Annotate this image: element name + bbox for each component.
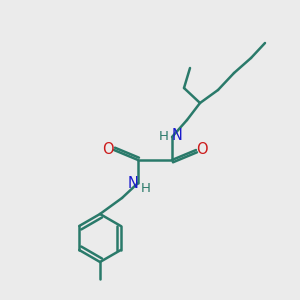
Text: N: N — [128, 176, 138, 191]
Text: O: O — [102, 142, 114, 158]
Text: H: H — [159, 130, 169, 142]
Text: N: N — [172, 128, 182, 143]
Text: H: H — [141, 182, 151, 194]
Text: O: O — [196, 142, 208, 158]
